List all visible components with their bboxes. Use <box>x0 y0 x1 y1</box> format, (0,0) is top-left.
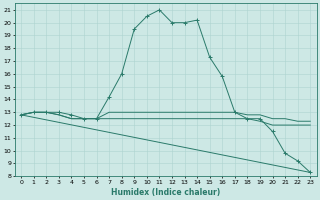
X-axis label: Humidex (Indice chaleur): Humidex (Indice chaleur) <box>111 188 220 197</box>
